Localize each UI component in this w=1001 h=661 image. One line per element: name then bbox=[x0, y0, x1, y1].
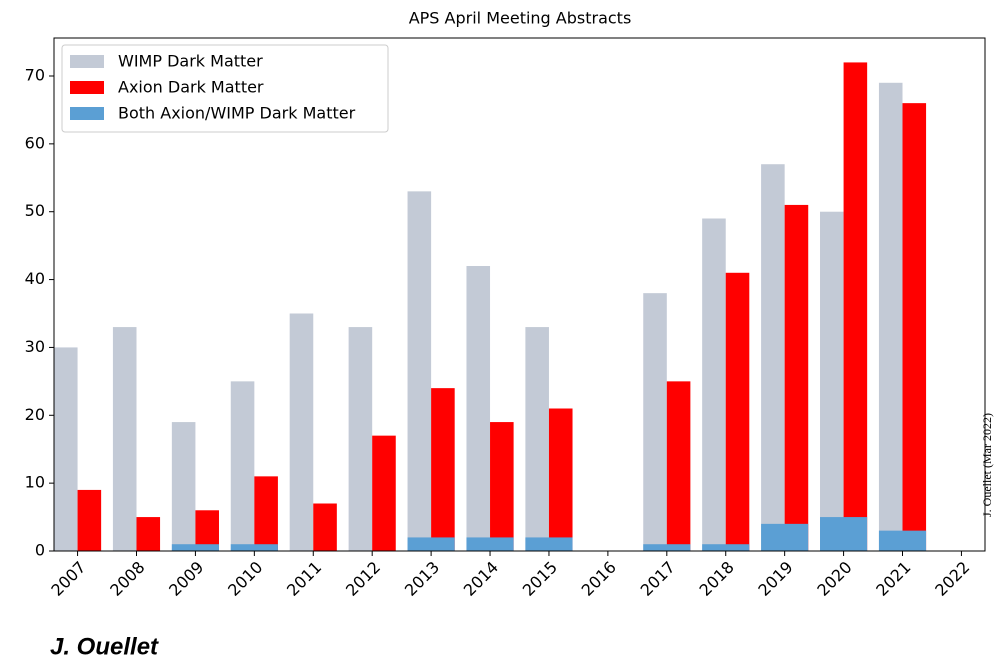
bar bbox=[525, 327, 549, 551]
bar bbox=[407, 191, 432, 551]
bar bbox=[490, 422, 514, 551]
legend-swatch bbox=[70, 81, 104, 94]
bar bbox=[643, 293, 667, 551]
y-tick-label: 10 bbox=[25, 473, 45, 492]
bar bbox=[702, 544, 750, 551]
bar bbox=[666, 381, 691, 551]
y-tick-label: 70 bbox=[25, 66, 45, 85]
bar bbox=[195, 510, 219, 551]
y-tick-label: 40 bbox=[25, 269, 45, 288]
bar bbox=[136, 517, 161, 551]
bar bbox=[171, 544, 219, 551]
legend-label: WIMP Dark Matter bbox=[118, 52, 263, 71]
bar bbox=[466, 266, 491, 551]
bar bbox=[289, 313, 314, 551]
x-tick-label: 2012 bbox=[342, 558, 384, 600]
bar bbox=[372, 435, 396, 551]
legend-swatch bbox=[70, 55, 104, 68]
y-tick-label: 60 bbox=[25, 133, 45, 152]
x-tick-label: 2007 bbox=[47, 558, 89, 600]
y-tick-label: 20 bbox=[25, 405, 45, 424]
annotation: J. Ouellet (Mar 2022) bbox=[980, 413, 994, 517]
bar bbox=[878, 82, 903, 552]
bar bbox=[902, 103, 927, 552]
bar bbox=[54, 347, 78, 551]
legend-swatch bbox=[70, 107, 104, 120]
bar bbox=[431, 388, 455, 551]
x-tick-label: 2015 bbox=[519, 558, 561, 600]
x-tick-label: 2020 bbox=[813, 558, 855, 600]
bar bbox=[112, 327, 137, 551]
bar bbox=[171, 422, 196, 551]
x-tick-label: 2019 bbox=[754, 558, 796, 600]
bar bbox=[525, 537, 573, 551]
footer: J. Ouellet bbox=[50, 633, 159, 660]
legend-label: Axion Dark Matter bbox=[118, 78, 264, 97]
x-tick-label: 2014 bbox=[460, 558, 502, 600]
y-tick-label: 0 bbox=[35, 541, 45, 560]
legend bbox=[61, 44, 389, 133]
bar bbox=[407, 537, 455, 551]
chart-title: APS April Meeting Abstracts bbox=[409, 9, 632, 28]
x-tick-label: 2010 bbox=[224, 558, 266, 600]
bar bbox=[878, 530, 927, 551]
bar bbox=[77, 489, 102, 551]
bar bbox=[784, 204, 809, 551]
bar bbox=[254, 476, 278, 551]
x-tick-label: 2021 bbox=[872, 558, 914, 600]
bar bbox=[230, 381, 255, 551]
x-tick-label: 2013 bbox=[401, 558, 443, 600]
bar bbox=[313, 503, 337, 551]
bar bbox=[643, 544, 691, 551]
bar bbox=[725, 272, 750, 551]
y-tick-label: 50 bbox=[25, 201, 45, 220]
y-tick-label: 30 bbox=[25, 337, 45, 356]
plot-frame bbox=[53, 37, 986, 552]
bar bbox=[230, 544, 278, 551]
x-tick-label: 2018 bbox=[696, 558, 738, 600]
bar bbox=[702, 218, 726, 551]
bar bbox=[761, 164, 785, 551]
bar bbox=[466, 537, 514, 551]
x-tick-label: 2008 bbox=[106, 558, 148, 600]
x-tick-label: 2017 bbox=[637, 558, 679, 600]
x-tick-label: 2016 bbox=[578, 558, 620, 600]
x-tick-label: 2022 bbox=[931, 558, 973, 600]
x-tick-label: 2011 bbox=[283, 558, 325, 600]
bar bbox=[548, 408, 573, 551]
bar bbox=[820, 211, 844, 551]
legend-label: Both Axion/WIMP Dark Matter bbox=[118, 104, 356, 123]
bar bbox=[761, 523, 809, 551]
bar bbox=[348, 327, 373, 551]
bar bbox=[843, 62, 868, 552]
x-tick-label: 2009 bbox=[165, 558, 207, 600]
bar bbox=[820, 517, 868, 551]
